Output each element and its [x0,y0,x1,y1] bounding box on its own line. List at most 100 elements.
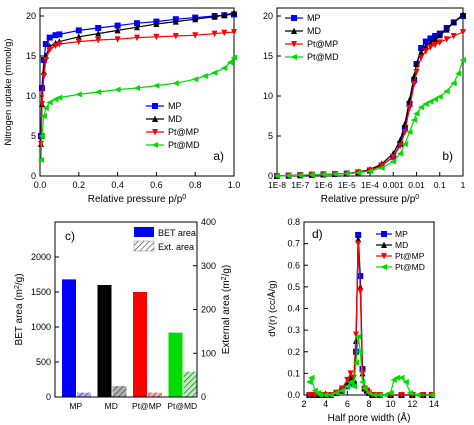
panel-label-d: d) [312,227,323,241]
marker-mp [56,31,63,38]
marker-ptmd [365,389,372,396]
marker-ptmd [94,89,102,95]
marker-md [192,15,199,23]
y-tick-label-d: 0.1 [287,368,300,378]
y-tick-label-c: 1500 [31,287,51,297]
y-tick-label-d: 0.2 [287,347,300,357]
marker-ptmp [40,73,47,80]
marker-ptmd [338,387,345,394]
marker-ptmp [450,33,457,40]
y-axis-label-c: BET area (m2/g) [14,273,26,345]
x-tick-label-c: Pt@MP [132,401,162,411]
x-tick-label-a: 0.4 [111,180,124,190]
marker-ptmd [366,168,373,175]
marker-md [211,13,218,20]
y-tick-label-d: 0.3 [287,325,300,335]
marker-ptmd [401,141,408,147]
marker-ptmd [378,165,385,171]
y-right-tick-label-c: 400 [201,217,216,227]
panel-a-frame [39,7,235,177]
legend-label-d: MD [395,240,408,250]
marker-mp [114,22,121,29]
series-d-Pt@MD [305,333,435,398]
marker-mp [418,45,425,51]
marker-mp [75,27,82,34]
legend-label-b: MD [307,26,321,36]
x-axis-label-d: Half pore width (Å) [328,411,411,424]
marker-md [436,31,443,39]
bet-bar-Pt@MD [168,332,183,397]
marker-ptmp [52,42,59,50]
marker-ptmd [376,392,383,398]
marker-mp [52,32,59,39]
x-tick-label-d: 14 [429,399,439,409]
marker-ptmp [231,29,237,36]
marker-ptmd [114,86,121,93]
marker-ptmd [361,385,368,392]
marker-mp [422,38,429,45]
marker-ptmp [172,33,179,40]
x-tick-label-d: 6 [345,399,350,409]
marker-ptmp [418,54,425,62]
marker-ptmp [397,142,404,150]
marker-mp [46,34,53,41]
x-axis-label-b: Relative pressure p/p0 [321,194,420,206]
marker-md [432,35,439,43]
y-tick-label-d: 0.4 [287,304,300,314]
y-right-tick-label-c: 200 [201,305,216,315]
marker-ptmd [426,98,434,105]
y-tick-label-a: 10 [26,91,36,101]
marker-mp [406,101,413,107]
marker-ptmd [410,117,418,123]
marker-ptmp [413,69,420,76]
marker-ptmp [411,81,418,88]
y-tick-label-b: 20 [263,11,273,21]
series-line-a [40,57,235,161]
marker-ptmd [42,105,49,111]
marker-ptmd [331,171,339,177]
legend-label-b: Pt@MD [307,52,339,62]
legend-label-a: Pt@MP [168,127,199,137]
y-right-tick-label-c: 100 [201,348,216,358]
marker-ptmd [459,57,466,63]
marker-mp [95,25,102,31]
legend-label-b: MP [307,13,321,23]
marker-ptmp [42,57,49,64]
marker-ptmp [95,37,102,44]
marker-ptmd [431,96,439,103]
marker-ptmp [401,129,408,136]
panel-label-c: c) [65,229,75,243]
marker-ptmd [290,54,297,60]
marker-ptmd [354,333,362,340]
y-tick-label-d: 0.6 [287,260,300,270]
ext-bar-MD [112,386,127,397]
marker-md [172,18,179,25]
marker-ptmd [413,110,420,117]
bet-bar-MD [97,285,112,397]
marker-ptmd [393,374,401,381]
x-tick-label-b: 1E-5 [338,180,356,190]
marker-ptmd [308,171,315,178]
y-right-tick-label-c: 0 [201,392,206,402]
marker-ptmp [344,376,351,384]
marker-ptmd [347,379,354,386]
marker-ptmd [38,133,45,139]
marker-ptmd [436,93,443,100]
marker-ptmp [38,101,45,108]
marker-mp [427,35,434,42]
marker-mp [40,57,47,63]
marker-mp [291,15,297,21]
marker-md [231,9,237,16]
panel-d-frame [303,221,435,396]
marker-ptmd [320,171,327,178]
marker-ptmp [56,41,63,48]
y-tick-label-c: 1000 [31,322,51,332]
y-tick-label-d: 0.0 [287,390,300,400]
series-line-b [276,59,464,177]
ext-bar-Pt@MP [148,392,162,397]
x-tick-label-d: 4 [323,399,328,409]
marker-ptmd [350,383,357,390]
marker-ptmd [381,392,389,398]
y-tick-label-a: 0 [31,171,36,181]
